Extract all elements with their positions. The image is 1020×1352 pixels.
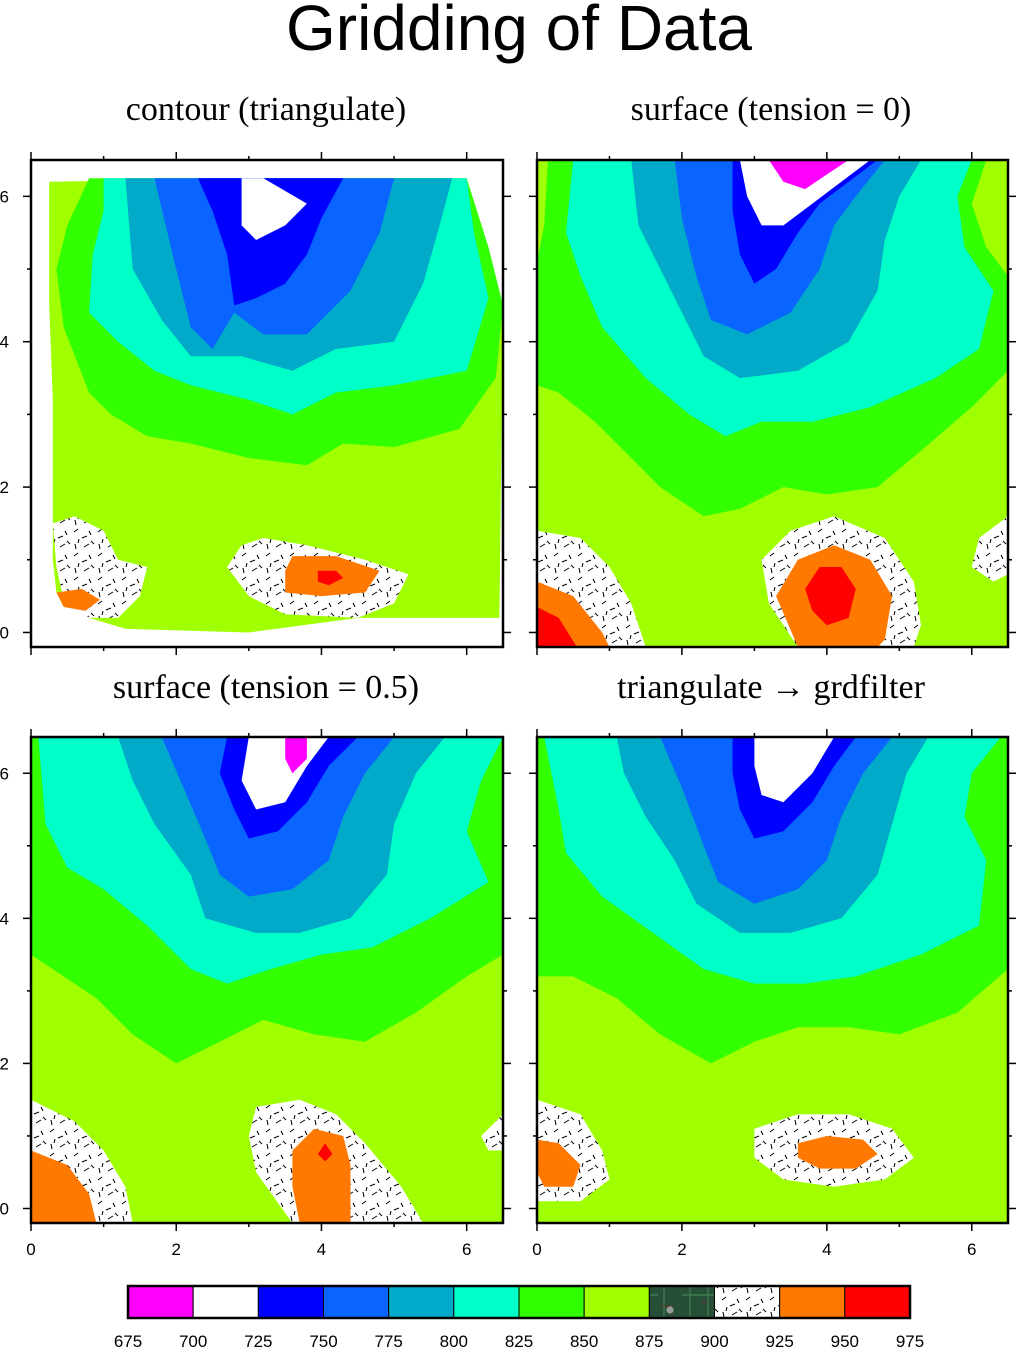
panel-surface-tension-0: surface (tension = 0) bbox=[529, 91, 1016, 655]
contour-band bbox=[285, 737, 307, 774]
panel-title: triangulate → grdfilter bbox=[617, 669, 925, 706]
contour-band bbox=[481, 1114, 503, 1151]
colorbar: 675 700 725 750 775 800 825 850 875 900 925 950 975 bbox=[114, 1284, 924, 1351]
colorbar-swatch bbox=[453, 1285, 520, 1319]
contour-band bbox=[805, 567, 856, 626]
y-tick-label: 0 bbox=[0, 1199, 9, 1218]
contour-band bbox=[241, 178, 307, 240]
contour-band bbox=[768, 160, 849, 190]
colorbar-swatch bbox=[388, 1285, 455, 1319]
colorbar-label: 750 bbox=[309, 1332, 337, 1351]
colorbar-label: 900 bbox=[700, 1332, 728, 1351]
y-tick-label: 6 bbox=[0, 764, 9, 783]
contour-band bbox=[31, 1150, 97, 1223]
panel-frame bbox=[535, 158, 1010, 649]
contour-band bbox=[537, 1139, 581, 1187]
colorbar-swatch bbox=[714, 1285, 781, 1319]
panel-triangulate-grdfilter: triangulate → grdfilter 0 2 4 6 bbox=[529, 669, 1016, 1259]
colorbar-label: 950 bbox=[831, 1332, 859, 1351]
x-tick-label: 4 bbox=[317, 1240, 326, 1259]
contour-band bbox=[292, 1128, 351, 1223]
x-tick-label: 4 bbox=[822, 1240, 831, 1259]
colorbar-swatch bbox=[779, 1285, 846, 1319]
colorbar-label: 800 bbox=[440, 1332, 468, 1351]
y-tick-label: 0 bbox=[0, 623, 9, 642]
colorbar-swatch bbox=[257, 1285, 325, 1319]
contour-band bbox=[198, 178, 344, 306]
contour-band bbox=[56, 588, 100, 611]
colorbar-label: 675 bbox=[114, 1332, 142, 1351]
colorbar-label: 925 bbox=[765, 1332, 793, 1351]
contour-band bbox=[797, 1136, 878, 1169]
colorbar-swatch bbox=[648, 1285, 715, 1319]
panel-frame bbox=[29, 158, 505, 649]
panel-title: surface (tension = 0.5) bbox=[113, 669, 419, 706]
x-tick-label: 2 bbox=[677, 1240, 686, 1259]
contour-band bbox=[971, 516, 1008, 582]
y-tick-label: 4 bbox=[0, 333, 9, 352]
x-tick-label: 2 bbox=[171, 1240, 180, 1259]
contour-band bbox=[754, 737, 835, 803]
colorbar-swatch bbox=[844, 1285, 911, 1319]
contour-band bbox=[537, 607, 577, 647]
x-tick-label: 0 bbox=[26, 1240, 35, 1259]
x-tick-label: 6 bbox=[462, 1240, 471, 1259]
colorbar-label: 825 bbox=[505, 1332, 533, 1351]
colorbar-label: 725 bbox=[244, 1332, 272, 1351]
colorbar-label: 875 bbox=[635, 1332, 663, 1351]
colorbar-label: 975 bbox=[896, 1332, 924, 1351]
panel-title: contour (triangulate) bbox=[126, 91, 406, 128]
colorbar-label: 775 bbox=[374, 1332, 402, 1351]
x-tick-label: 6 bbox=[967, 1240, 976, 1259]
colorbar-swatch bbox=[323, 1285, 390, 1319]
panel-contour-triangulate: contour (triangulate) 0 2 4 6 bbox=[0, 91, 511, 655]
contour-band bbox=[241, 737, 329, 810]
panel-frame bbox=[29, 735, 505, 1225]
panel-surface-tension-05: surface (tension = 0.5) 0 2 4 6 0 2 4 6 bbox=[0, 669, 511, 1259]
y-tick-label: 2 bbox=[0, 478, 9, 497]
contour-band bbox=[739, 160, 871, 226]
colorbar-swatch bbox=[583, 1285, 650, 1319]
panel-title: surface (tension = 0) bbox=[631, 91, 912, 128]
colorbar-swatch bbox=[518, 1285, 585, 1319]
panel-frame bbox=[535, 735, 1010, 1225]
colorbar-swatch bbox=[192, 1285, 259, 1319]
main-title: Gridding of Data bbox=[286, 0, 752, 64]
contour-band bbox=[317, 1143, 333, 1162]
colorbar-label: 850 bbox=[570, 1332, 598, 1351]
colorbar-swatch bbox=[127, 1285, 194, 1319]
colorbar-frame bbox=[126, 1284, 912, 1320]
y-tick-label: 6 bbox=[0, 187, 9, 206]
y-tick-label: 4 bbox=[0, 909, 9, 928]
y-tick-label: 2 bbox=[0, 1054, 9, 1073]
contour-band bbox=[317, 570, 344, 586]
colorbar-label: 700 bbox=[179, 1332, 207, 1351]
x-tick-label: 0 bbox=[532, 1240, 541, 1259]
